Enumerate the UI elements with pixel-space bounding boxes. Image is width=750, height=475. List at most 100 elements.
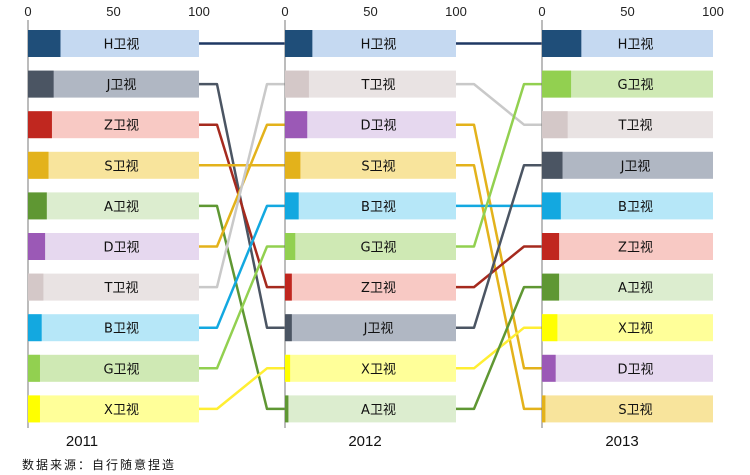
bar-label: H卫视: [618, 38, 654, 53]
year-label: 2012: [348, 433, 381, 450]
bar-label: A卫视: [618, 281, 653, 296]
bar-label: B卫视: [104, 322, 139, 337]
year-panel-2013: 0 50 100 H卫视 G卫视 T卫视 J卫视 B卫视 Z卫视 A卫视 X卫视 D卫视 S卫视 2013: [538, 4, 723, 450]
bar-value: [542, 395, 546, 423]
tick-label: 0: [538, 4, 545, 19]
bar-label: B卫视: [361, 200, 396, 215]
bar-value: [285, 314, 292, 342]
bar-value: [285, 192, 299, 220]
bar-value: [28, 273, 44, 301]
tick-label: 0: [24, 4, 31, 19]
bar-label: S卫视: [618, 403, 652, 418]
bar-label: X卫视: [618, 322, 653, 337]
bar-background: [28, 273, 199, 301]
bar-label: J卫视: [363, 322, 394, 337]
bar-label: Z卫视: [361, 281, 396, 296]
bar-label: G卫视: [617, 78, 653, 93]
bar-value: [285, 30, 313, 57]
connector-line: [199, 367, 285, 411]
bar-background: [28, 111, 199, 139]
bar-label: G卫视: [103, 362, 139, 377]
bar-label: D卫视: [360, 119, 396, 134]
bar-label: T卫视: [618, 119, 653, 134]
bar-value: [28, 151, 49, 179]
bar-background: [285, 30, 456, 57]
bar-background: [285, 111, 456, 139]
bar-background: [28, 70, 199, 98]
bar-value: [28, 192, 47, 220]
bar-background: [285, 395, 456, 423]
bar-value: [28, 314, 42, 342]
connector-line: [456, 245, 542, 289]
bar-background: [28, 151, 199, 179]
connector-line: [199, 204, 285, 329]
bar-background: [28, 233, 199, 260]
bar-label: S卫视: [104, 159, 138, 174]
bar-label: G卫视: [360, 241, 396, 256]
bar-label: A卫视: [361, 403, 396, 418]
bar-value: [542, 192, 561, 220]
bar-value: [28, 70, 54, 98]
bar-value: [542, 233, 560, 260]
bar-value: [285, 70, 309, 98]
year-panels: 0 50 100 H卫视 J卫视 Z卫视 S卫视 A卫视 D卫视 T卫视 B卫视 G卫视 X卫视 2011…: [24, 4, 723, 450]
bar-value: [28, 354, 40, 382]
tick-label: 0: [281, 4, 288, 19]
tick-label: 50: [620, 4, 634, 19]
tick-label: 50: [363, 4, 377, 19]
bar-background: [542, 395, 713, 423]
bar-background: [285, 233, 456, 260]
tick-label: 100: [702, 4, 724, 19]
bar-value: [285, 111, 308, 139]
connector-line: [456, 164, 542, 329]
year-panel-2012: 0 50 100 H卫视 T卫视 D卫视 S卫视 B卫视 G卫视 Z卫视 J卫视 X卫视 A卫视 2012: [281, 4, 466, 450]
connector-line: [199, 123, 285, 289]
bar-value: [285, 273, 292, 301]
tick-label: 100: [445, 4, 467, 19]
bar-label: J卫视: [106, 78, 137, 93]
tick-label: 100: [188, 4, 210, 19]
year-panel-2011: 0 50 100 H卫视 J卫视 Z卫视 S卫视 A卫视 D卫视 T卫视 B卫视 G卫视 X卫视 2011: [24, 4, 209, 450]
bar-label: X卫视: [361, 362, 396, 377]
bar-label: Z卫视: [618, 241, 653, 256]
connector-line: [456, 164, 542, 411]
bar-value: [28, 395, 40, 423]
bar-background: [285, 354, 456, 382]
bar-value: [28, 30, 61, 57]
bar-background: [28, 395, 199, 423]
bar-background: [28, 192, 199, 220]
bar-background: [542, 111, 713, 139]
connector-line: [456, 285, 542, 411]
bar-background: [542, 151, 713, 179]
bar-value: [542, 273, 560, 301]
bar-label: T卫视: [361, 78, 396, 93]
bar-background: [542, 354, 713, 382]
year-label: 2011: [66, 433, 98, 450]
bar-label: D卫视: [103, 241, 139, 256]
connector-line: [199, 82, 285, 289]
bar-background: [285, 70, 456, 98]
bar-value: [542, 314, 558, 342]
bar-value: [285, 233, 296, 260]
bar-background: [28, 314, 199, 342]
bar-value: [542, 70, 572, 98]
connector-line: [456, 82, 542, 126]
bar-label: H卫视: [361, 38, 397, 53]
bar-background: [285, 273, 456, 301]
bar-value: [285, 354, 291, 382]
bar-label: J卫视: [620, 159, 651, 174]
connector-line: [199, 245, 285, 370]
source-note: 数据来源：自行随意捏造: [22, 458, 177, 472]
bar-background: [542, 314, 713, 342]
bar-value: [285, 395, 289, 423]
bar-background: [542, 192, 713, 220]
bar-label: Z卫视: [104, 119, 139, 134]
bar-value: [542, 30, 582, 57]
bar-value: [542, 354, 556, 382]
bar-label: S卫视: [361, 159, 395, 174]
bar-label: A卫视: [104, 200, 139, 215]
tick-label: 50: [106, 4, 120, 19]
bar-value: [542, 151, 563, 179]
bar-background: [285, 151, 456, 179]
